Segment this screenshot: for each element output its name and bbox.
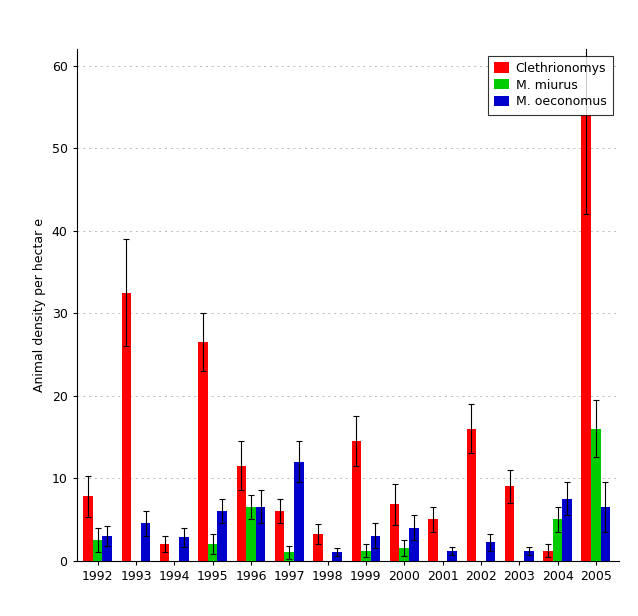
Bar bbox=[600, 507, 610, 561]
Bar bbox=[313, 534, 323, 561]
Bar bbox=[562, 499, 572, 561]
Bar bbox=[246, 507, 256, 561]
Bar bbox=[103, 536, 112, 561]
Bar bbox=[275, 511, 285, 561]
Bar bbox=[285, 553, 294, 561]
Bar bbox=[352, 441, 361, 561]
Bar bbox=[93, 540, 103, 561]
Bar bbox=[361, 551, 371, 561]
Bar bbox=[332, 553, 342, 561]
Bar bbox=[294, 461, 304, 561]
Bar bbox=[390, 505, 399, 561]
Bar bbox=[399, 548, 409, 561]
Bar bbox=[160, 544, 170, 561]
Bar bbox=[237, 466, 246, 561]
Bar bbox=[208, 544, 218, 561]
Y-axis label: Animal density per hectar e: Animal density per hectar e bbox=[33, 218, 46, 392]
Bar bbox=[198, 342, 208, 561]
Bar bbox=[428, 519, 438, 561]
Bar bbox=[371, 536, 380, 561]
Bar bbox=[218, 511, 227, 561]
Bar bbox=[581, 115, 591, 561]
Bar bbox=[447, 551, 457, 561]
Bar bbox=[409, 527, 419, 561]
Bar bbox=[553, 519, 562, 561]
Bar bbox=[141, 524, 151, 561]
Bar bbox=[122, 293, 131, 561]
Bar bbox=[486, 543, 495, 561]
Bar bbox=[505, 487, 514, 561]
Bar bbox=[256, 507, 265, 561]
Bar bbox=[179, 538, 189, 561]
Bar bbox=[591, 429, 600, 561]
Legend: Clethrionomys, M. miurus, M. oeconomus: Clethrionomys, M. miurus, M. oeconomus bbox=[488, 55, 612, 115]
Text: Density estimates for Rock Creek watershed, Denali National Park: Density estimates for Rock Creek watersh… bbox=[89, 9, 549, 23]
Bar bbox=[543, 551, 553, 561]
Bar bbox=[84, 496, 93, 561]
Bar bbox=[524, 551, 533, 561]
Bar bbox=[466, 429, 476, 561]
